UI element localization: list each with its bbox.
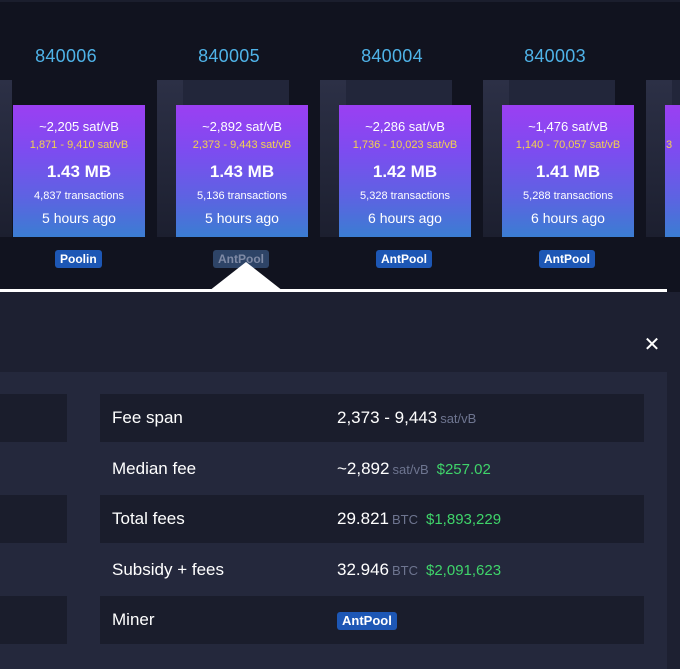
- block-time: 6 hours ago: [531, 210, 605, 226]
- row-label: Median fee: [112, 459, 197, 478]
- top-border: [0, 0, 680, 2]
- fiat-value: $1,893,229: [426, 511, 502, 528]
- block-tx-count: 5,136 transactions: [197, 190, 287, 202]
- close-icon[interactable]: ✕: [643, 334, 661, 356]
- selected-block-pointer: [209, 262, 283, 291]
- median-fee-value: ~2,892: [337, 459, 390, 478]
- fiat-value: $257.02: [436, 461, 491, 478]
- row-value: 29.821 BTC $1,893,229: [337, 509, 501, 529]
- block-tx-count: 5,328 transactions: [360, 190, 450, 202]
- row-label: Subsidy + fees: [112, 560, 224, 579]
- row-median-fee: Median fee ~2,892 sat/vB $257.02: [100, 445, 644, 493]
- row-total-fees: Total fees 29.821 BTC $1,893,229: [100, 495, 644, 543]
- block-840006[interactable]: 840006 ~2,205 sat/vB 1,871 - 9,410 sat/v…: [0, 0, 146, 290]
- block-cube[interactable]: ~2,205 sat/vB 1,871 - 9,410 sat/vB 1.43 …: [13, 105, 145, 237]
- pool-badge[interactable]: AntPool: [376, 250, 432, 268]
- block-fee-range: 3: [666, 139, 673, 151]
- block-cube[interactable]: ~1,476 sat/vB 1,140 - 70,057 sat/vB 1.41…: [502, 105, 634, 237]
- fiat-value: $2,091,623: [426, 562, 502, 579]
- block-detail-table: Fee span 2,373 - 9,443 sat/vB Median fee …: [0, 372, 667, 669]
- row-value: ~2,892 sat/vB $257.02: [337, 459, 491, 479]
- block-fee-range: 1,871 - 9,410 sat/vB: [29, 139, 129, 151]
- block-height[interactable]: 840006: [35, 46, 97, 66]
- block-tx-count: 4,837 transactions: [34, 190, 124, 202]
- block-height[interactable]: 840005: [198, 46, 260, 66]
- block-size: 1.43 MB: [209, 162, 275, 181]
- left-table-cell: [0, 394, 67, 442]
- unit-label: BTC: [392, 512, 418, 527]
- pool-badge[interactable]: Poolin: [55, 250, 102, 268]
- total-fees-value: 29.821: [337, 509, 389, 528]
- fee-span-value: 2,373 - 9,443: [337, 408, 438, 427]
- left-table-cell: [0, 596, 67, 644]
- block-tx-count: 5,288 transactions: [523, 190, 613, 202]
- row-label: Fee span: [112, 408, 183, 427]
- row-miner: Miner AntPool: [100, 596, 644, 644]
- block-median-fee: ~2,892 sat/vB: [202, 119, 282, 134]
- block-median-fee: ~2,205 sat/vB: [39, 119, 119, 134]
- row-label: Total fees: [112, 509, 185, 528]
- block-height[interactable]: 840004: [361, 46, 423, 66]
- left-table-cell: [0, 495, 67, 543]
- block-cube-side: [0, 80, 12, 237]
- unit-label: sat/vB: [440, 411, 477, 426]
- row-fee-span: Fee span 2,373 - 9,443 sat/vB: [100, 394, 644, 442]
- unit-label: sat/vB: [392, 462, 429, 477]
- block-time: 5 hours ago: [42, 210, 116, 226]
- block-median-fee: ~2,286 sat/vB: [365, 119, 445, 134]
- blockchain-divider: [0, 289, 667, 292]
- block-time: 5 hours ago: [205, 210, 279, 226]
- block-size: 1.43 MB: [46, 162, 112, 181]
- block-fee-range: 1,736 - 10,023 sat/vB: [352, 139, 458, 151]
- row-value: AntPool: [337, 610, 397, 630]
- block-next-partial[interactable]: 3: [638, 0, 680, 290]
- block-cube[interactable]: ~2,892 sat/vB 2,373 - 9,443 sat/vB 1.43 …: [176, 105, 308, 237]
- block-size: 1.41 MB: [535, 162, 601, 181]
- row-subsidy-fees: Subsidy + fees 32.946 BTC $2,091,623: [100, 546, 644, 594]
- block-840004[interactable]: 840004 ~2,286 sat/vB 1,736 - 10,023 sat/…: [312, 0, 472, 290]
- unit-label: BTC: [392, 563, 418, 578]
- miner-badge[interactable]: AntPool: [337, 612, 397, 630]
- row-value: 32.946 BTC $2,091,623: [337, 560, 501, 580]
- block-median-fee: ~1,476 sat/vB: [528, 119, 608, 134]
- block-840005[interactable]: 840005 ~2,892 sat/vB 2,373 - 9,443 sat/v…: [149, 0, 309, 290]
- block-cube: 3: [665, 105, 680, 237]
- row-value: 2,373 - 9,443 sat/vB: [337, 408, 476, 428]
- block-840003[interactable]: 840003 ~1,476 sat/vB 1,140 - 70,057 sat/…: [475, 0, 635, 290]
- row-label: Miner: [112, 610, 155, 629]
- block-size: 1.42 MB: [372, 162, 438, 181]
- subsidy-fees-value: 32.946: [337, 560, 389, 579]
- block-fee-range: 1,140 - 70,057 sat/vB: [515, 139, 621, 151]
- block-cube[interactable]: ~2,286 sat/vB 1,736 - 10,023 sat/vB 1.42…: [339, 105, 471, 237]
- block-fee-range: 2,373 - 9,443 sat/vB: [192, 139, 292, 151]
- pool-badge[interactable]: AntPool: [539, 250, 595, 268]
- block-time: 6 hours ago: [368, 210, 442, 226]
- block-height[interactable]: 840003: [524, 46, 586, 66]
